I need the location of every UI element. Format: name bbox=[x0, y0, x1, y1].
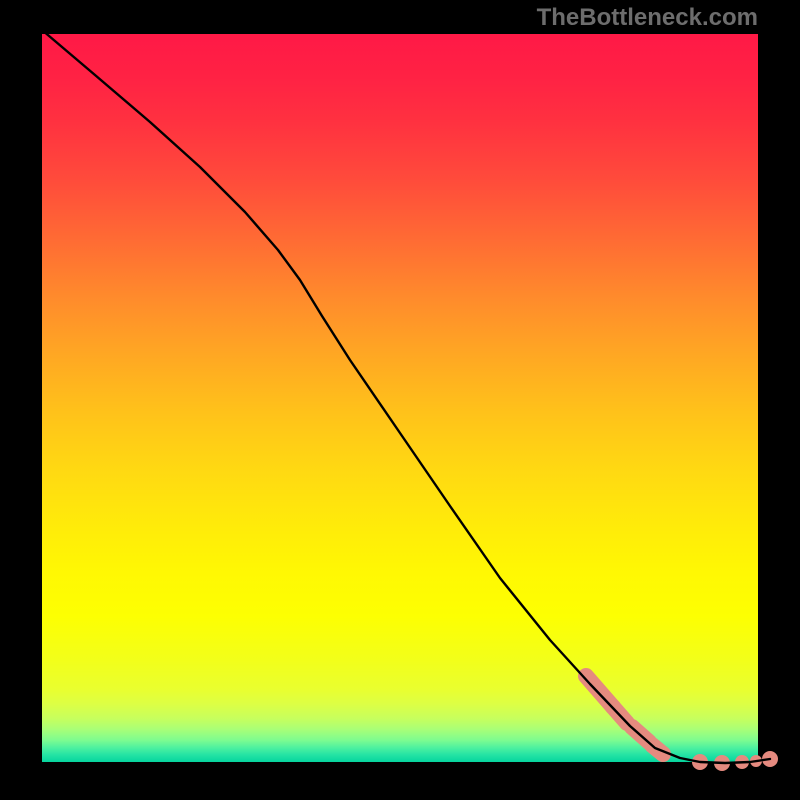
plot-background bbox=[42, 34, 758, 762]
chart-overlay bbox=[0, 0, 800, 800]
watermark-text: TheBottleneck.com bbox=[537, 4, 758, 32]
chart-stage: TheBottleneck.com bbox=[0, 0, 800, 800]
